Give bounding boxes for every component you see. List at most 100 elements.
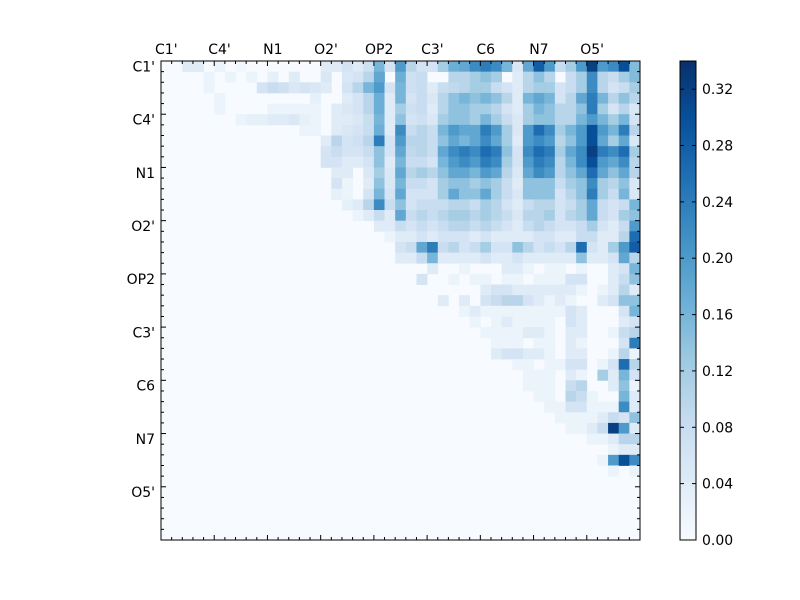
heatmap-cell — [565, 156, 577, 168]
heatmap-cell — [469, 82, 481, 94]
heatmap-cell — [459, 178, 471, 190]
heatmap-cell — [576, 61, 588, 73]
heatmap-cell — [512, 295, 524, 307]
heatmap-cell — [459, 61, 471, 73]
heatmap-cell — [373, 61, 385, 73]
heatmap-cell — [192, 61, 204, 73]
heatmap-cell — [384, 188, 396, 200]
heatmap-cell — [544, 305, 556, 317]
heatmap-cell — [427, 220, 439, 232]
heatmap-cell — [522, 359, 534, 371]
heatmap-cell — [576, 188, 588, 200]
heatmap-cell — [363, 82, 375, 94]
heatmap-cell — [629, 92, 641, 104]
heatmap-cell — [597, 422, 609, 434]
heatmap-cell — [554, 114, 566, 126]
heatmap-cell — [373, 210, 385, 222]
heatmap-cell — [299, 114, 311, 126]
heatmap-cell — [405, 146, 417, 158]
heatmap-cell — [480, 188, 492, 200]
heatmap-cell — [480, 327, 492, 339]
heatmap-cell — [469, 188, 481, 200]
heatmap-cell — [544, 61, 556, 73]
heatmap-cell — [586, 178, 598, 190]
heatmap-cell — [437, 199, 449, 211]
heatmap-cell — [576, 390, 588, 403]
heatmap-cell — [597, 82, 609, 94]
heatmap-cell — [437, 82, 449, 94]
heatmap-cell — [554, 359, 566, 371]
heatmap-cell — [618, 252, 630, 264]
heatmap-cell — [565, 273, 577, 285]
heatmap-cell — [512, 103, 524, 115]
heatmap-cell — [608, 295, 620, 307]
heatmap-cell — [629, 231, 641, 243]
heatmap-cell — [629, 167, 641, 179]
heatmap-cell — [320, 146, 332, 158]
heatmap-cell — [288, 103, 300, 115]
heatmap-cell — [544, 82, 556, 94]
heatmap-cell — [512, 263, 524, 275]
heatmap-cell — [437, 156, 449, 168]
heatmap-cell — [437, 220, 449, 232]
heatmap-cell — [618, 327, 630, 339]
heatmap-cell — [576, 369, 588, 381]
heatmap-cell — [576, 348, 588, 360]
heatmap-cell — [522, 103, 534, 115]
heatmap-cell — [384, 92, 396, 104]
heatmap-cell — [586, 124, 598, 136]
heatmap-cell — [554, 305, 566, 317]
heatmap-cell — [395, 82, 407, 94]
heatmap-cell — [554, 124, 566, 136]
heatmap-cell — [405, 210, 417, 222]
heatmap-cell — [544, 220, 556, 232]
heatmap-cell — [469, 241, 481, 253]
heatmap-cell — [480, 252, 492, 264]
heatmap-cell — [533, 114, 545, 126]
heatmap-cell — [522, 380, 534, 392]
heatmap-cell — [618, 188, 630, 200]
heatmap-cell — [373, 188, 385, 200]
heatmap-cell — [341, 82, 353, 94]
heatmap-cell — [395, 220, 407, 232]
heatmap-cell — [405, 92, 417, 104]
heatmap-cell — [459, 188, 471, 200]
heatmap-cell — [490, 103, 503, 115]
heatmap-cell — [256, 82, 268, 94]
heatmap-cell — [469, 103, 481, 115]
heatmap-cell — [597, 103, 609, 115]
heatmap-cell — [416, 92, 428, 104]
heatmap-cell — [352, 103, 364, 115]
heatmap-cell — [608, 114, 620, 126]
heatmap-cell — [522, 71, 534, 83]
heatmap-cell — [384, 178, 396, 190]
heatmap-cell — [490, 220, 503, 232]
heatmap-cell — [395, 135, 407, 147]
heatmap-cell — [554, 178, 566, 190]
heatmap-cell — [437, 210, 449, 222]
heatmap-cell — [480, 284, 492, 296]
heatmap-cell — [437, 92, 449, 104]
heatmap-cell — [352, 61, 364, 73]
heatmap-cell — [618, 146, 630, 158]
heatmap-cell — [341, 92, 353, 104]
heatmap-cell — [608, 327, 620, 339]
heatmap-cell — [554, 273, 566, 285]
heatmap-cell — [373, 135, 385, 147]
heatmap-cell — [629, 146, 641, 158]
heatmap-cell — [490, 146, 503, 158]
heatmap-cell — [299, 82, 311, 94]
heatmap-cell — [586, 146, 598, 158]
heatmap-cell — [629, 252, 641, 264]
heatmap-cell — [533, 61, 545, 73]
heatmap-cell — [469, 316, 481, 328]
heatmap-cell — [448, 61, 460, 73]
heatmap-cell — [459, 210, 471, 222]
heatmap-cell — [522, 210, 534, 222]
heatmap-cell — [501, 188, 513, 200]
heatmap-cell — [373, 146, 385, 158]
heatmap-cell — [512, 124, 524, 136]
heatmap-cell — [533, 71, 545, 83]
heatmap-cell — [480, 167, 492, 179]
heatmap-cell — [618, 178, 630, 190]
